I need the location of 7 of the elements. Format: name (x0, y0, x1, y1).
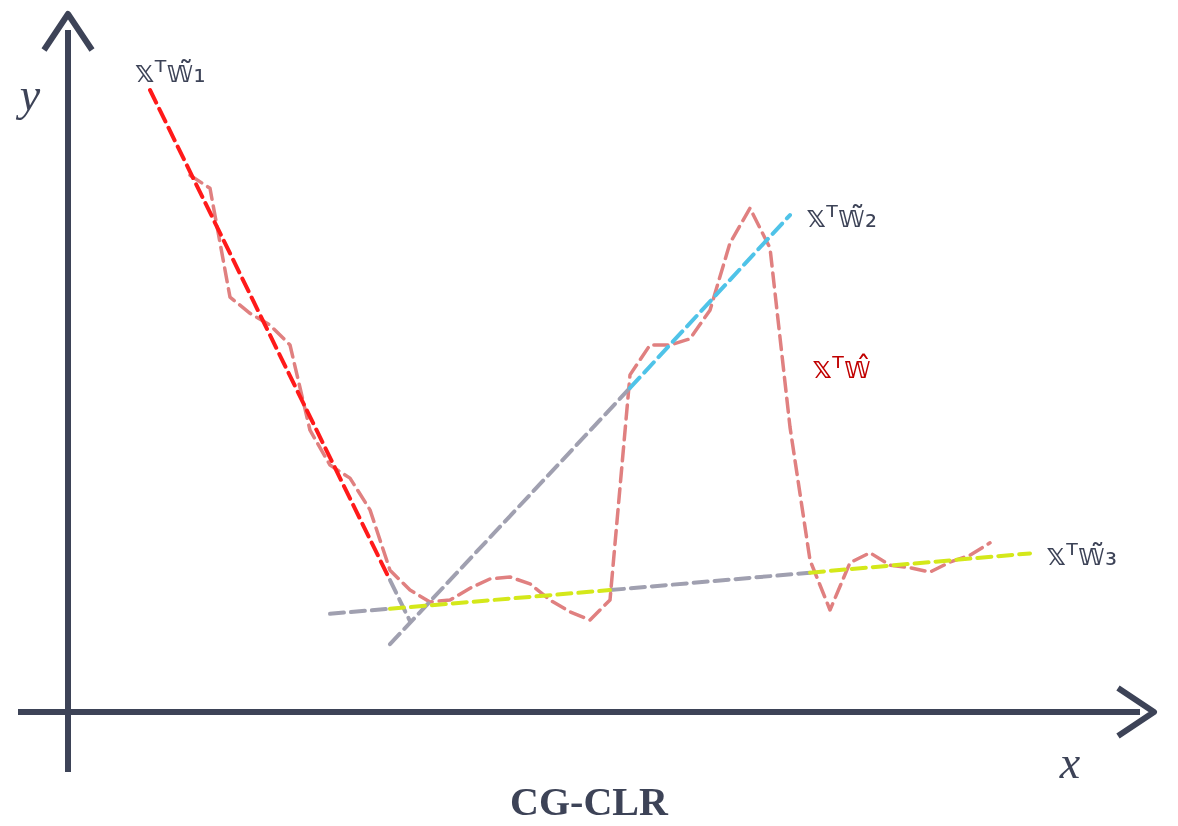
series-label: 𝕩ᵀ𝕨̃₂ (806, 199, 878, 235)
y-axis-title: y (15, 69, 41, 120)
series-label: 𝕩ᵀ𝕨̂ (812, 350, 872, 386)
series-label: 𝕩ᵀ𝕨̃₃ (1046, 537, 1118, 573)
x-axis-title: x (1058, 737, 1081, 788)
series-label: 𝕩ᵀ𝕨̃₁ (134, 54, 206, 89)
text: CG-CLR (510, 779, 669, 824)
